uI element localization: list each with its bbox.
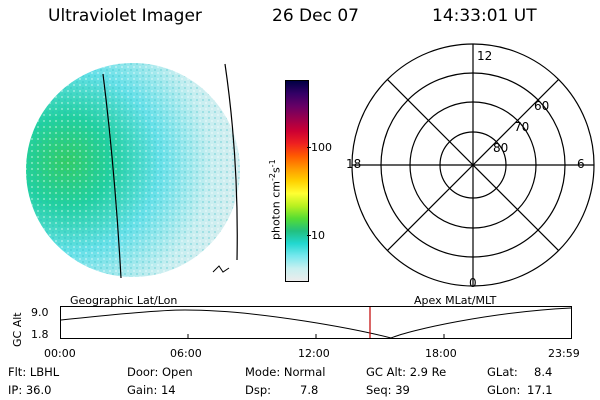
polar-label-80: 80: [493, 141, 508, 155]
door-status: Door: Open: [127, 365, 193, 379]
colorbar-unit-label: photon cm-2s-1: [268, 159, 283, 240]
glat-value: 8.4: [534, 365, 553, 379]
colorbar: [285, 80, 309, 282]
timeline-ymax: 9.0: [31, 306, 49, 319]
altitude-curve: [60, 307, 572, 339]
timeline-ymin: 1.8: [31, 328, 49, 341]
filter-status: Flt: LBHL: [8, 365, 60, 379]
timeline-tick-3: 18:00: [425, 347, 457, 360]
polar-label-18: 18: [346, 157, 361, 171]
timeline-tick-1: 06:00: [170, 347, 202, 360]
dsp-label: Dsp:: [245, 383, 272, 397]
coastline-fragment: [212, 265, 230, 273]
seq-status: Seq: 39: [366, 383, 410, 397]
longitude-line: [102, 73, 122, 279]
coastline-line: [224, 63, 238, 261]
coords-right-label: Apex MLat/MLT: [414, 294, 497, 307]
polar-plot: 12 0 18 6 60 70 80: [346, 43, 595, 290]
uv-earth-image: [26, 63, 240, 279]
coords-left-label: Geographic Lat/Lon: [70, 294, 178, 307]
polar-label-70: 70: [514, 120, 529, 134]
polar-label-12: 12: [477, 49, 492, 63]
timeline-tick-0: 00:00: [44, 347, 76, 360]
gain-status: Gain: 14: [127, 383, 176, 397]
timeline-tick-2: 12:00: [298, 347, 330, 360]
polar-label-60: 60: [534, 99, 549, 113]
timeline-tick-4: 23:59: [548, 347, 580, 360]
polar-label-6: 6: [577, 157, 585, 171]
date-label: 26 Dec 07: [272, 6, 359, 26]
colorbar-tick-100: 100: [311, 141, 332, 154]
altitude-timeline: [60, 306, 572, 339]
polar-label-0: 0: [469, 276, 477, 290]
instrument-title: Ultraviolet Imager: [48, 6, 202, 26]
dsp-value: 7.8: [300, 383, 319, 397]
colorbar-tick-10: 10: [311, 229, 325, 242]
time-label: 14:33:01 UT: [432, 6, 537, 26]
mode-status: Mode: Normal: [245, 365, 326, 379]
ip-status: IP: 36.0: [8, 383, 52, 397]
glat-label: GLat:: [487, 365, 518, 379]
glon-value: 17.1: [527, 383, 553, 397]
glon-label: GLon:: [487, 383, 521, 397]
timeline-ylabel: GC Alt: [11, 312, 24, 347]
gc-alt-status: GC Alt: 2.9 Re: [366, 365, 447, 379]
